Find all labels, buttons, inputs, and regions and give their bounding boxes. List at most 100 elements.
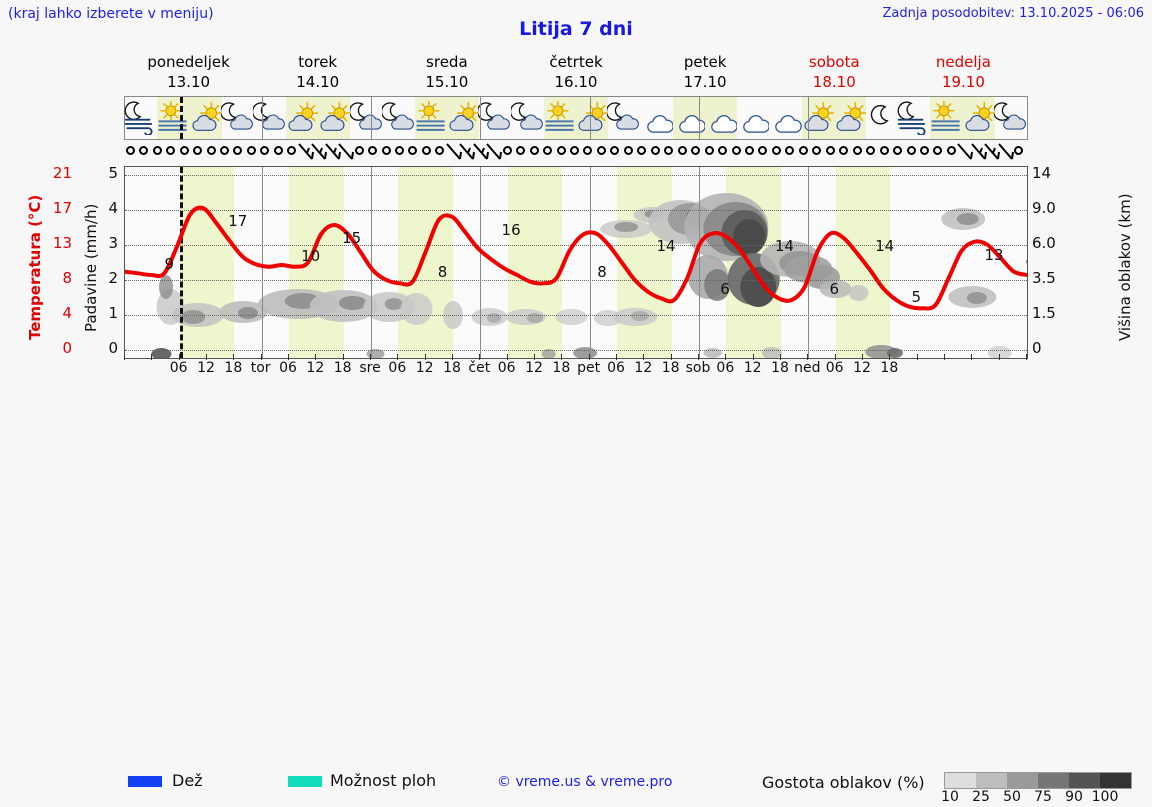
weather-symbol-glyph bbox=[124, 101, 153, 135]
weather-symbol-glyph bbox=[320, 101, 351, 131]
wind-barb bbox=[971, 143, 987, 160]
time-tick-label: 06 bbox=[497, 360, 516, 376]
weather-symbol-cell-cloud bbox=[704, 97, 738, 139]
cloud-density-tick-10: 10 bbox=[941, 789, 959, 805]
weather-symbol-glyph bbox=[191, 101, 223, 131]
temperature-point-label: 9 bbox=[1025, 255, 1027, 273]
wind-barb bbox=[998, 143, 1014, 160]
wind-barb-calm bbox=[233, 146, 243, 155]
weather-symbol-cell-cloud bbox=[737, 97, 770, 139]
wind-barb-calm bbox=[1014, 146, 1024, 155]
current-time-marker bbox=[179, 97, 183, 139]
rain-legend-label: Dež bbox=[172, 771, 203, 790]
wind-barb-calm bbox=[866, 146, 876, 155]
time-tick-mark bbox=[725, 354, 727, 360]
wind-barb-calm bbox=[435, 146, 445, 155]
time-tick-mark bbox=[506, 354, 508, 360]
copyright-link[interactable]: © vreme.us & vreme.pro bbox=[497, 774, 673, 790]
wind-barb-calm bbox=[785, 146, 795, 155]
cloud-density-tick-90: 90 bbox=[1065, 789, 1083, 805]
weather-symbol-glyph bbox=[510, 102, 543, 130]
temperature-point-label: 15 bbox=[342, 229, 362, 247]
time-tick-label: sob bbox=[685, 360, 711, 376]
wind-barb-calm bbox=[718, 146, 728, 155]
weather-symbol-glyph bbox=[711, 115, 738, 133]
wind-barb-calm bbox=[206, 146, 216, 155]
time-tick-label: 12 bbox=[197, 360, 215, 376]
time-tick-label: 12 bbox=[525, 360, 543, 376]
day-header-torek: torek 14.10 bbox=[253, 52, 382, 94]
weather-symbol-glyph bbox=[607, 102, 640, 130]
icon-day-separator bbox=[480, 97, 482, 139]
cloud-height-tick-0: 0 bbox=[1032, 339, 1042, 357]
wind-barb bbox=[984, 143, 1001, 160]
temperature-point-label: 14 bbox=[774, 237, 794, 256]
time-tick-label: pet bbox=[577, 360, 601, 376]
weather-symbol-cell-moon-cloud bbox=[993, 97, 1027, 139]
day-separator bbox=[699, 167, 700, 358]
day-header-petek: petek 17.10 bbox=[641, 52, 770, 94]
weather-symbol-cell-sun-cloud bbox=[962, 97, 996, 139]
time-tick-mark bbox=[1026, 354, 1027, 360]
time-tick-label: 06 bbox=[279, 360, 297, 376]
time-tick-label: 18 bbox=[661, 360, 680, 376]
day-date: 18.10 bbox=[812, 73, 856, 91]
wind-barb-calm bbox=[260, 146, 270, 155]
wind-barb-calm bbox=[166, 146, 176, 155]
time-tick-label: 18 bbox=[880, 360, 899, 376]
weather-symbol-cell-moon-wind bbox=[897, 97, 931, 139]
location-menu-hint[interactable]: (kraj lahko izberete v meniju) bbox=[8, 6, 214, 22]
day-name: torek bbox=[298, 53, 338, 71]
wind-barb-calm bbox=[825, 146, 835, 155]
wind-barb-calm bbox=[704, 146, 714, 155]
wind-barb-calm bbox=[556, 146, 566, 155]
weather-symbol-cell-moon-cloud bbox=[607, 97, 641, 139]
wind-barb bbox=[446, 143, 462, 160]
legend: Dež Možnost ploh © vreme.us & vreme.pro … bbox=[0, 386, 1152, 805]
weather-symbol-glyph bbox=[449, 101, 480, 131]
weather-symbol-cell-moon-cloud bbox=[349, 97, 383, 139]
weather-symbol-glyph bbox=[252, 102, 285, 130]
temperature-point-label: 10 bbox=[301, 246, 321, 265]
wind-barb-strip bbox=[124, 142, 1028, 164]
weather-symbol-cell-moon bbox=[865, 97, 899, 139]
wind-barb-calm bbox=[745, 146, 754, 155]
weather-symbol-glyph bbox=[158, 101, 187, 131]
cloud-height-tick-9.0: 9.0 bbox=[1032, 199, 1056, 217]
time-tick-mark bbox=[233, 354, 235, 360]
wind-barb-calm bbox=[691, 146, 701, 155]
time-axis: 06 12 18 tor 06 12 18 sre 06 12 18 čet 06 12 18 pet 06 12… bbox=[124, 354, 1028, 382]
cloud-density-tick-50: 50 bbox=[1003, 789, 1021, 805]
day-header-sreda: sreda 15.10 bbox=[382, 52, 511, 94]
cloud-height-tick-3.5: 3.5 bbox=[1032, 269, 1056, 287]
wind-barb-calm bbox=[798, 146, 808, 155]
icon-day-separator bbox=[699, 97, 700, 139]
time-tick-mark bbox=[561, 354, 563, 360]
temperature-point-label: 14 bbox=[875, 237, 895, 256]
time-tick-mark bbox=[534, 354, 535, 360]
day-header-ponedeljek: ponedeljek 13.10 bbox=[124, 52, 253, 94]
wind-barb-calm bbox=[219, 146, 229, 155]
wind-barb-calm bbox=[529, 146, 539, 155]
day-date: 16.10 bbox=[554, 73, 598, 91]
weather-symbol-glyph bbox=[646, 115, 674, 133]
wind-barb-calm bbox=[812, 146, 822, 155]
day-header-row: ponedeljek 13.10 torek 14.10 sreda 15.10 četrt… bbox=[124, 52, 1028, 94]
temperature-point-label: 16 bbox=[501, 220, 521, 239]
day-name: sobota bbox=[808, 53, 860, 71]
weather-symbol-cell-sun-cloud bbox=[833, 97, 867, 139]
temperature-curve bbox=[125, 205, 1027, 311]
daylight-band bbox=[289, 167, 344, 358]
wind-barb-calm bbox=[570, 146, 579, 155]
temperature-point-label: 5 bbox=[911, 288, 922, 307]
weather-symbol-cell-cloud bbox=[640, 97, 674, 139]
weather-symbol-cell-sun-cloud bbox=[576, 97, 609, 139]
temperature-point-label: 14 bbox=[656, 237, 676, 256]
wind-barb bbox=[324, 143, 341, 160]
wind-barb-calm bbox=[906, 146, 916, 155]
showers-legend-label: Možnost ploh bbox=[330, 771, 437, 790]
time-tick-mark bbox=[834, 354, 836, 360]
day-separator bbox=[480, 167, 482, 358]
weather-symbol-glyph bbox=[220, 102, 253, 130]
wind-barb-calm bbox=[125, 146, 135, 155]
